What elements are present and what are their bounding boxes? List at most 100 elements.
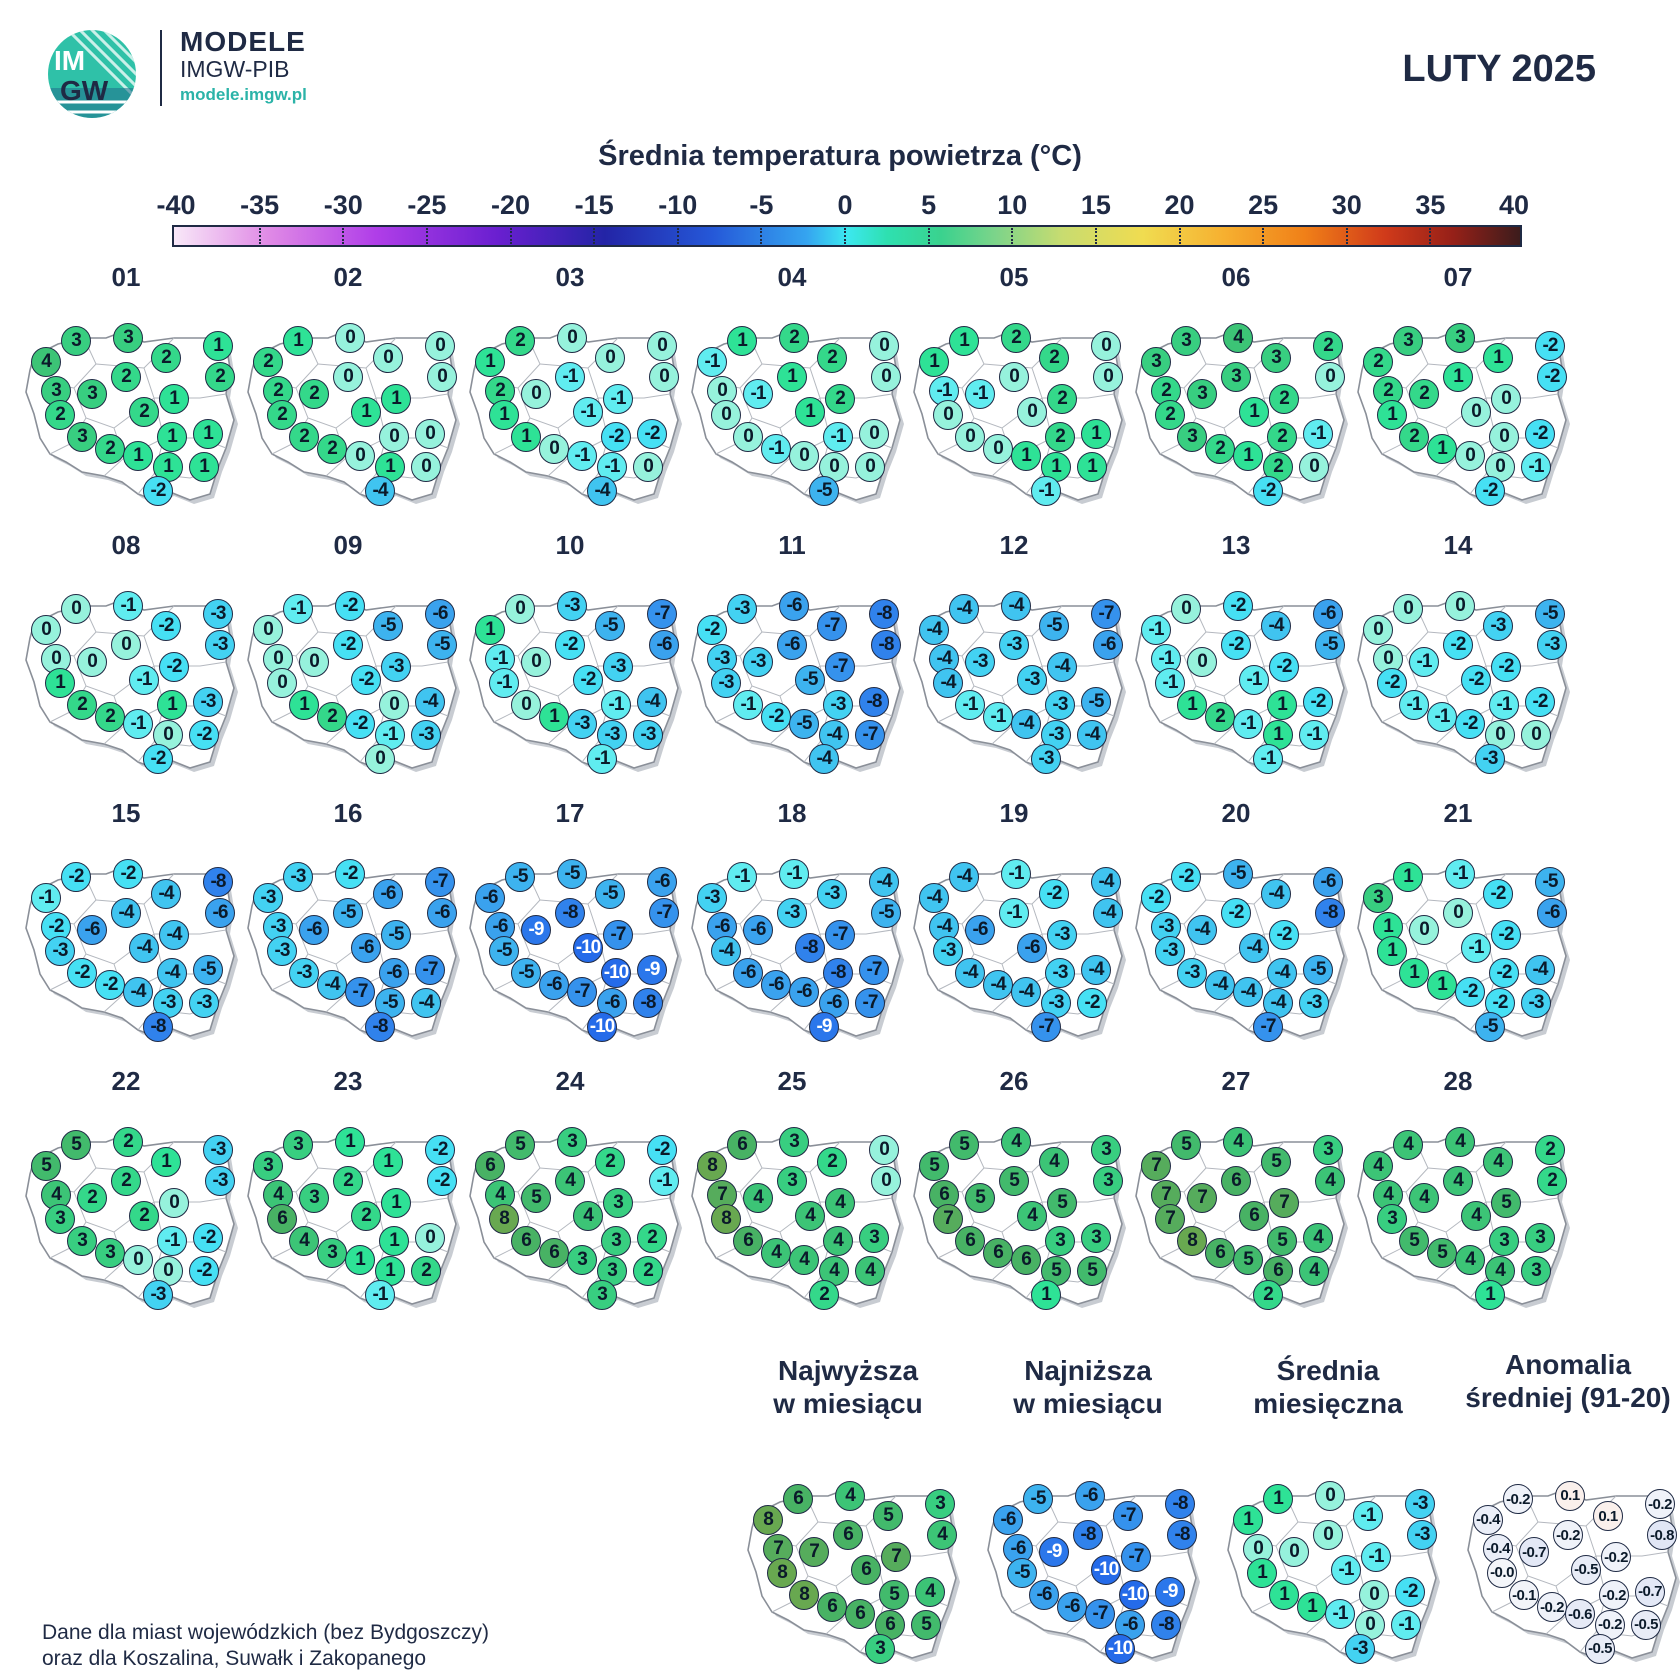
city-value-zielona-góra: 1 bbox=[489, 399, 519, 430]
city-value-zielona-góra: -4 bbox=[933, 667, 963, 698]
city-value-suwałki: 3 bbox=[925, 1489, 955, 1520]
day-title: 07 bbox=[1443, 262, 1473, 292]
day-title: 28 bbox=[1443, 1066, 1473, 1096]
city-value-łódź: 0 bbox=[1461, 396, 1491, 427]
city-value-warszawa: 1 bbox=[381, 384, 411, 415]
city-value-kielce: -2 bbox=[601, 422, 631, 453]
city-value-zakopane: 2 bbox=[1253, 1279, 1283, 1310]
city-value-wrocław: 1 bbox=[1399, 958, 1429, 989]
city-value-rzeszów: 3 bbox=[1521, 1255, 1551, 1286]
city-value-opole: -4 bbox=[317, 970, 347, 1001]
city-value-zakopane: -1 bbox=[1253, 743, 1283, 774]
day-panel-04: 04 1 2 2 0 -1 1 0 0 -1 2 0 1 0 0 -1 -1 0 0 0 -5 bbox=[680, 262, 904, 514]
city-value-rzeszów: -8 bbox=[1151, 1609, 1181, 1640]
city-value-białystok: 0 bbox=[1315, 362, 1345, 393]
scale-tick-label: -5 bbox=[749, 190, 774, 220]
city-value-lublin: 3 bbox=[859, 1222, 889, 1253]
city-value-opole: 6 bbox=[539, 1238, 569, 1269]
city-value-koszalin: -5 bbox=[1023, 1484, 1053, 1514]
city-value-gdańsk: 4 bbox=[1223, 1126, 1253, 1157]
city-value-wrocław: 1 bbox=[289, 690, 319, 721]
city-value-lublin: -8 bbox=[859, 686, 889, 717]
city-value-toruń: 0 bbox=[999, 362, 1029, 393]
city-value-szczecin: -6 bbox=[475, 882, 505, 913]
city-value-olsztyn: -6 bbox=[373, 879, 403, 910]
city-value-szczecin: 0 bbox=[31, 614, 61, 645]
city-value-zakopane: -8 bbox=[143, 1011, 173, 1042]
city-value-poznań: -6 bbox=[965, 915, 995, 946]
city-value-rzeszów: -2 bbox=[1077, 987, 1107, 1018]
city-value-łódź: 1 bbox=[795, 396, 825, 427]
city-value-olsztyn: -5 bbox=[595, 611, 625, 642]
city-value-toruń: -2 bbox=[1221, 898, 1251, 929]
city-value-lublin: -2 bbox=[1525, 686, 1555, 717]
city-value-kielce: 1 bbox=[157, 422, 187, 453]
city-value-koszalin: 6 bbox=[783, 1484, 813, 1514]
city-value-warszawa: -3 bbox=[1047, 920, 1077, 951]
city-value-lublin: -4 bbox=[1525, 954, 1555, 985]
city-value-wrocław: 8 bbox=[1177, 1226, 1207, 1257]
city-value-opole: 1 bbox=[1427, 970, 1457, 1001]
day-title: 08 bbox=[111, 530, 141, 560]
city-value-kielce: -3 bbox=[1045, 958, 1075, 989]
city-value-lublin: 1 bbox=[1081, 418, 1111, 449]
city-value-katowice: -1 bbox=[123, 709, 153, 740]
city-value-łódź: -1 bbox=[1239, 664, 1269, 695]
city-value-poznań: 0 bbox=[521, 379, 551, 410]
city-value-zielona-góra: -0.0 bbox=[1487, 1557, 1517, 1588]
city-value-białystok: -8 bbox=[1167, 1520, 1197, 1551]
city-value-katowice: -7 bbox=[1085, 1599, 1115, 1630]
city-value-szczecin: -3 bbox=[253, 882, 283, 913]
city-value-poznań: 3 bbox=[1187, 379, 1217, 410]
city-value-lublin: -7 bbox=[415, 954, 445, 985]
brand-url[interactable]: modele.imgw.pl bbox=[180, 85, 307, 104]
footnote-line-1: Dane dla miast wojewódzkich (bez Bydgosz… bbox=[42, 1621, 490, 1644]
city-value-gdańsk: 0 bbox=[557, 322, 587, 353]
city-value-łódź: -6 bbox=[351, 932, 381, 963]
city-value-szczecin: 1 bbox=[475, 346, 505, 377]
city-value-łódź: -1 bbox=[129, 664, 159, 695]
day-panel-08: 08 0 -1 -2 -3 0 0 -3 0 0 -2 1 -1 -3 2 2 1 -1 0 -2 -2 bbox=[14, 530, 238, 782]
city-value-opole: -6 bbox=[761, 970, 791, 1001]
city-value-rzeszów: 5 bbox=[1077, 1255, 1107, 1286]
city-value-rzeszów: -3 bbox=[189, 987, 219, 1018]
city-value-katowice: -4 bbox=[123, 977, 153, 1008]
scale-tick bbox=[927, 228, 932, 244]
city-value-wrocław: 6 bbox=[511, 1226, 541, 1257]
city-value-kraków: 2 bbox=[1263, 451, 1293, 482]
day-title: 09 bbox=[333, 530, 363, 560]
city-value-koszalin: -2 bbox=[1171, 862, 1201, 892]
city-value-lublin: 0 bbox=[859, 418, 889, 449]
city-value-poznań: 0 bbox=[77, 647, 107, 678]
city-value-olsztyn: -3 bbox=[817, 879, 847, 910]
city-value-rzeszów: 4 bbox=[1299, 1255, 1329, 1286]
city-value-kielce: -3 bbox=[1045, 690, 1075, 721]
city-value-katowice: 6 bbox=[845, 1599, 875, 1630]
city-value-kielce: 2 bbox=[1267, 422, 1297, 453]
city-value-szczecin: -4 bbox=[919, 882, 949, 913]
city-value-toruń: 2 bbox=[333, 1166, 363, 1197]
city-value-gdańsk: -1 bbox=[113, 590, 143, 621]
city-value-białystok: 0 bbox=[871, 362, 901, 393]
city-value-łódź: 0 bbox=[1017, 396, 1047, 427]
city-value-szczecin: 8 bbox=[697, 1150, 727, 1181]
summary-title-line-2: miesięczna bbox=[1253, 1388, 1403, 1419]
city-value-szczecin: 5 bbox=[31, 1150, 61, 1181]
city-value-zielona-góra: 1 bbox=[1247, 1557, 1277, 1588]
city-value-szczecin: 2 bbox=[1363, 346, 1393, 377]
city-value-lublin: -3 bbox=[193, 686, 223, 717]
day-title: 20 bbox=[1221, 798, 1251, 828]
city-value-poznań: 5 bbox=[521, 1183, 551, 1214]
city-value-olsztyn: -5 bbox=[373, 611, 403, 642]
city-value-suwałki: -7 bbox=[425, 867, 455, 898]
city-value-wrocław: -1 bbox=[733, 690, 763, 721]
city-value-wrocław: -3 bbox=[289, 958, 319, 989]
city-value-rzeszów: 0 bbox=[411, 451, 441, 482]
city-value-suwałki: -2 bbox=[1535, 331, 1565, 362]
city-value-szczecin: -4 bbox=[919, 614, 949, 645]
day-panel-11: 11 -3 -6 -7 -8 -2 -6 -8 -3 -3 -7 -3 -5 -8 -1 -2 -3 -5 -4 -7… bbox=[680, 530, 904, 782]
city-value-katowice: 1 bbox=[1011, 441, 1041, 472]
city-value-zakopane: -10 bbox=[1105, 1633, 1135, 1664]
city-value-gdańsk: -1 bbox=[779, 858, 809, 889]
city-value-białystok: -6 bbox=[1537, 898, 1567, 929]
